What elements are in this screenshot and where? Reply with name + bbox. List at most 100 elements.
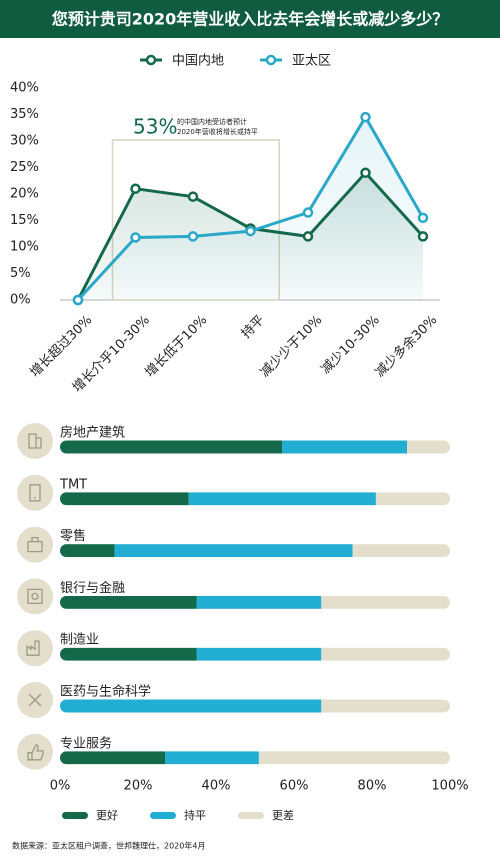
data-point bbox=[187, 191, 199, 202]
icon bbox=[17, 526, 53, 563]
data-point bbox=[360, 167, 371, 179]
x-tick-label: 增长低于10% bbox=[142, 313, 210, 381]
bar-row bbox=[60, 595, 450, 609]
icon bbox=[17, 578, 53, 615]
x-tick-label: 0% bbox=[50, 779, 71, 794]
legend-label: 中国内地 bbox=[172, 53, 224, 69]
bar-segment bbox=[321, 595, 450, 609]
x-tick-label: 减少多余30% bbox=[372, 312, 441, 381]
icon-circle bbox=[17, 733, 53, 770]
icon-glyph bbox=[28, 433, 42, 449]
icon bbox=[17, 423, 53, 459]
data-point bbox=[187, 231, 199, 242]
icon-glyph bbox=[26, 640, 40, 656]
bar-segment bbox=[282, 440, 408, 454]
bar-segment bbox=[60, 544, 115, 558]
icon-glyph bbox=[29, 484, 41, 502]
legend-label: 更差 bbox=[272, 808, 294, 822]
legend-label: 持平 bbox=[184, 808, 206, 822]
x-tick-label: 80% bbox=[358, 779, 387, 794]
bar-segment bbox=[321, 699, 450, 713]
bar-segment bbox=[114, 544, 353, 558]
icon-circle bbox=[17, 423, 53, 459]
y-tick-label: 20% bbox=[10, 187, 39, 202]
bar-segment bbox=[60, 440, 283, 454]
chart-title: 您预计贵司2020年营业收入比去年会增长或减少多少？ bbox=[52, 10, 449, 29]
bar-segment bbox=[60, 595, 197, 609]
category-label: TMT bbox=[59, 477, 87, 492]
annotation-headline: 53% bbox=[133, 115, 177, 139]
source-note: 数据来源：亚太区租户调查，世邦魏理仕，2020年4月 bbox=[12, 841, 205, 851]
x-tick-label: 减少少于10% bbox=[257, 313, 325, 381]
y-tick-label: 40% bbox=[10, 81, 39, 96]
y-tick-label: 35% bbox=[10, 107, 39, 122]
annotation-text: 的中国内地受访者预计 bbox=[177, 117, 247, 126]
y-tick-label: 5% bbox=[10, 266, 31, 281]
icon-glyph bbox=[27, 536, 43, 553]
y-tick-label: 25% bbox=[10, 160, 39, 175]
bar-segment bbox=[258, 751, 450, 765]
bar-row bbox=[60, 699, 450, 713]
x-tick-label: 100% bbox=[431, 779, 468, 794]
x-tick-label: 减少10-30% bbox=[318, 313, 382, 377]
legend-label: 亚太区 bbox=[292, 54, 331, 69]
bar-segment bbox=[60, 751, 166, 765]
data-point bbox=[417, 212, 429, 224]
category-label: 银行与金融 bbox=[60, 580, 125, 596]
bar-segment bbox=[60, 492, 189, 506]
bar-segment bbox=[196, 647, 322, 661]
category-label: 房地产建筑 bbox=[60, 425, 125, 441]
icon-circle bbox=[17, 578, 53, 615]
data-point bbox=[360, 111, 371, 123]
bar-row bbox=[60, 544, 450, 558]
bar-segment bbox=[165, 751, 259, 765]
legend-label: 更好 bbox=[96, 808, 118, 822]
bar-row bbox=[60, 751, 450, 765]
data-point bbox=[130, 232, 141, 243]
bar-segment bbox=[407, 440, 450, 454]
icon bbox=[17, 630, 53, 667]
icon-glyph bbox=[27, 588, 43, 605]
bar-row bbox=[60, 440, 450, 454]
icon-circle bbox=[17, 474, 53, 511]
bar-segment bbox=[60, 647, 197, 661]
bar-segment bbox=[352, 544, 450, 558]
y-tick-label: 15% bbox=[10, 213, 39, 228]
data-point bbox=[72, 294, 84, 306]
x-tick-label: 持平 bbox=[239, 313, 268, 342]
bar-segment bbox=[321, 647, 450, 661]
icon-circle bbox=[17, 526, 53, 563]
icon bbox=[17, 474, 53, 511]
y-tick-label: 30% bbox=[10, 134, 39, 149]
annotation-text: 2020年营收将增长或持平 bbox=[177, 127, 258, 136]
bar-segment bbox=[60, 699, 322, 713]
bar-segment bbox=[375, 492, 450, 506]
x-tick-label: 40% bbox=[202, 779, 231, 794]
title-bar bbox=[0, 0, 500, 38]
legend-swatch bbox=[238, 812, 264, 819]
category-label: 零售 bbox=[60, 528, 86, 544]
x-tick-label: 20% bbox=[124, 779, 153, 794]
data-point bbox=[302, 207, 314, 218]
icon bbox=[17, 682, 53, 718]
data-point bbox=[302, 231, 314, 242]
category-label: 医药与生命科学 bbox=[60, 684, 151, 700]
x-tick-label: 60% bbox=[280, 779, 309, 794]
legend-swatch bbox=[62, 812, 88, 819]
icon-glyph bbox=[27, 744, 44, 761]
legend-marker bbox=[145, 54, 157, 66]
data-point bbox=[245, 225, 256, 237]
bar-row bbox=[60, 647, 450, 661]
legend-marker bbox=[265, 54, 277, 66]
bar-row bbox=[60, 492, 450, 506]
y-tick-label: 10% bbox=[10, 240, 39, 255]
category-label: 专业服务 bbox=[60, 735, 112, 751]
y-tick-label: 0% bbox=[10, 293, 31, 308]
data-point bbox=[130, 183, 141, 194]
icon-glyph bbox=[28, 693, 42, 707]
icon bbox=[17, 733, 53, 770]
category-label: 制造业 bbox=[60, 633, 99, 648]
data-point bbox=[417, 231, 429, 242]
series-area bbox=[78, 117, 423, 301]
